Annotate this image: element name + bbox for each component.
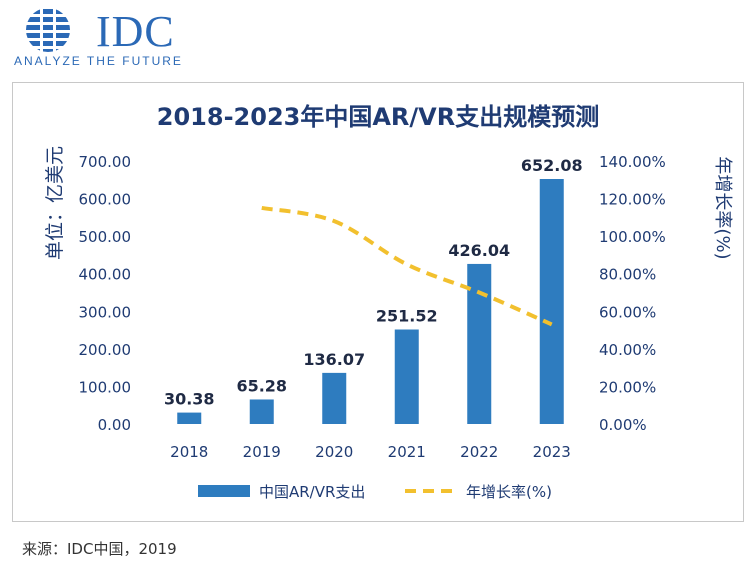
y-tick-label: 600.00 (79, 191, 132, 209)
x-tick-label: 2019 (243, 443, 281, 461)
logo-globe-icon (26, 6, 70, 54)
x-tick-label: 2023 (533, 443, 571, 461)
y-tick-label: 200.00 (79, 341, 132, 359)
y2-tick-label: 140.00% (599, 153, 666, 171)
y2-tick-label: 0.00% (599, 416, 647, 434)
y2-axis-label: 年增长率(%) (712, 156, 733, 259)
bar (177, 412, 202, 424)
y2-tick-label: 60.00% (599, 303, 656, 321)
y2-tick-label: 100.00% (599, 228, 666, 246)
y2-tick-label: 20.00% (599, 378, 656, 396)
chart: 2018-2023年中国AR/VR支出规模预测 700.00 600.00 500.0… (44, 103, 733, 501)
bar (394, 329, 419, 424)
y-axis-label: 单位：亿美元 (44, 146, 66, 260)
bar-value-label: 30.38 (164, 390, 215, 409)
y2-tick-label: 120.00% (599, 191, 666, 209)
legend-line-label: 年增长率(%) (466, 483, 552, 501)
y-tick-label: 300.00 (79, 303, 132, 321)
y-tick-label: 0.00 (98, 416, 131, 434)
bar-value-label: 652.08 (521, 156, 583, 175)
bar-value-label: 65.28 (236, 376, 287, 395)
logo-wordmark: IDC (96, 7, 175, 56)
legend-bar-label: 中国AR/VR支出 (259, 483, 365, 501)
y-tick-label: 400.00 (79, 266, 132, 284)
bar (539, 179, 564, 424)
bar (322, 372, 347, 424)
y-tick-label: 700.00 (79, 153, 132, 171)
x-tick-label: 2020 (315, 443, 353, 461)
chart-frame: 2018-2023年中国AR/VR支出规模预测 700.00 600.00 500.0… (12, 82, 744, 522)
x-tick-label: 2018 (170, 443, 208, 461)
x-tick-label: 2021 (388, 443, 426, 461)
y-tick-label: 500.00 (79, 228, 132, 246)
growth-rate-line (261, 205, 553, 327)
y2-tick-label: 40.00% (599, 341, 656, 359)
bar-value-label: 251.52 (376, 307, 438, 326)
logo-tagline: ANALYZE THE FUTURE (14, 54, 183, 68)
y-tick-label: 100.00 (79, 378, 132, 396)
x-tick-label: 2022 (460, 443, 498, 461)
chart-title: 2018-2023年中国AR/VR支出规模预测 (157, 103, 599, 131)
source-note: 来源：IDC中国，2019 (22, 540, 177, 558)
bar-value-label: 426.04 (448, 241, 510, 260)
bar-value-label: 136.07 (303, 350, 365, 369)
y2-tick-label: 80.00% (599, 266, 656, 284)
bar (249, 399, 274, 424)
legend-bar-swatch (198, 485, 250, 497)
idc-logo: IDC ANALYZE THE FUTURE (12, 6, 212, 70)
